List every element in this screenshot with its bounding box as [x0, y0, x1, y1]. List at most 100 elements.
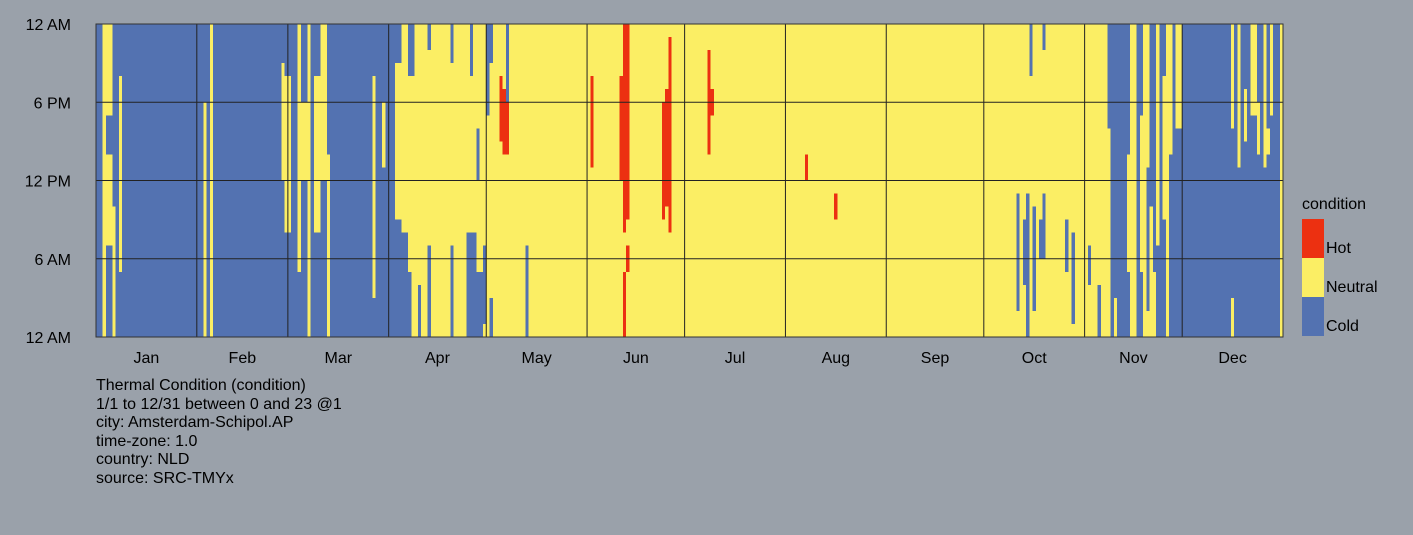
cold-cell — [1139, 24, 1144, 116]
legend-title: condition — [1302, 196, 1366, 213]
cold-cell — [1156, 245, 1160, 337]
cold-cell — [476, 128, 480, 181]
cold-cell — [1266, 154, 1270, 337]
y-tick-label: 6 AM — [35, 252, 71, 269]
cold-cell — [1107, 24, 1111, 129]
cold-cell — [382, 167, 386, 337]
chart-title: Thermal Condition (condition) — [96, 377, 306, 394]
hot-cell — [668, 37, 672, 233]
cold-cell — [1237, 167, 1241, 337]
cold-cell — [1146, 167, 1150, 311]
cold-cell — [281, 24, 285, 64]
cold-cell — [1269, 115, 1274, 337]
hot-cell — [661, 102, 666, 220]
x-tick-label: Oct — [1022, 350, 1047, 367]
chart-caption: Thermal Condition (condition) 1/1 to 12/… — [96, 377, 342, 488]
caption-country: country: NLD — [96, 451, 190, 468]
hot-cell — [590, 76, 594, 168]
y-tick-label: 12 PM — [25, 174, 71, 191]
hot-cell — [505, 102, 510, 155]
cold-cell — [427, 245, 431, 337]
cold-cell — [1266, 24, 1270, 129]
plot-border — [95, 23, 1284, 338]
cold-cell — [1162, 24, 1166, 77]
cold-cell — [395, 219, 402, 338]
x-tick-label: Mar — [324, 350, 352, 367]
cold-cell — [408, 24, 415, 77]
legend-label-hot: Hot — [1326, 240, 1351, 257]
cold-cell — [489, 24, 493, 64]
cold-cell — [1097, 284, 1101, 337]
cold-cell — [1126, 24, 1131, 155]
cold-cell — [313, 232, 321, 337]
cold-cell — [1175, 128, 1183, 337]
cold-cell — [112, 24, 116, 207]
cold-cell — [382, 24, 386, 103]
cold-cell — [505, 24, 510, 116]
cold-cell — [1243, 141, 1248, 338]
cold-cell — [395, 24, 402, 64]
cold-cell — [1042, 193, 1046, 259]
cold-cell — [1026, 193, 1030, 337]
cold-cell — [1256, 24, 1261, 103]
caption-time-zone: time-zone: 1.0 — [96, 432, 198, 450]
cold-cell — [469, 24, 474, 77]
caption-source: source: SRC-TMYx — [96, 469, 234, 487]
caption-period: 1/1 to 12/31 between 0 and 23 @1 — [96, 395, 342, 413]
y-tick-label: 6 PM — [34, 95, 71, 112]
x-tick-label: Jan — [134, 350, 160, 367]
hot-cell — [626, 24, 630, 220]
cold-cell — [300, 24, 308, 103]
x-tick-label: Dec — [1218, 350, 1246, 367]
cold-cell — [1152, 24, 1157, 272]
x-tick-label: Aug — [822, 350, 850, 367]
cold-cell — [1071, 232, 1075, 324]
cold-cell — [372, 24, 376, 77]
cold-cell — [1230, 128, 1235, 298]
legend-label-neutral: Neutral — [1326, 279, 1378, 296]
cold-cell — [105, 115, 113, 155]
cold-cell — [1016, 193, 1020, 311]
hot-cell — [499, 76, 503, 142]
x-tick-label: May — [522, 350, 552, 367]
legend: condition Hot Neutral Cold — [1302, 196, 1378, 336]
cold-cell — [297, 271, 301, 337]
hot-cell — [804, 154, 809, 181]
cold-cell — [482, 245, 487, 324]
cold-cell — [313, 24, 321, 77]
cold-cell — [1256, 154, 1261, 337]
grid-lines — [95, 23, 1284, 338]
x-axis-tick-labels: Jan Feb Mar Apr May Jun Jul Aug Sep Oct Nov Dec — [134, 350, 1247, 367]
cold-cell — [1042, 24, 1046, 51]
cold-cell — [1243, 24, 1248, 90]
cold-cell — [1149, 24, 1153, 207]
cold-cell — [427, 24, 431, 51]
cold-cell — [343, 271, 347, 337]
hot-cell — [834, 193, 838, 220]
hot-cell — [502, 89, 506, 155]
legend-swatch-cold — [1302, 297, 1324, 336]
cold-cell — [401, 232, 409, 337]
x-tick-label: Jul — [725, 350, 745, 367]
x-tick-label: Jun — [623, 350, 649, 367]
cold-cell — [1139, 271, 1144, 337]
cold-cell — [476, 271, 483, 337]
cold-cell — [1162, 219, 1166, 338]
cold-cell — [525, 245, 529, 337]
hot-cell — [622, 271, 627, 337]
cold-cell — [489, 297, 493, 338]
cold-cell — [408, 271, 412, 337]
caption-city: city: Amsterdam-Schipol.AP — [96, 414, 294, 431]
cold-cell — [203, 24, 207, 103]
x-tick-label: Feb — [229, 350, 257, 367]
cold-cell — [174, 310, 178, 337]
cold-cell — [1169, 154, 1173, 337]
cold-cell — [1263, 167, 1267, 337]
cold-cell — [271, 310, 275, 337]
x-tick-label: Apr — [425, 350, 451, 367]
hot-cell — [622, 24, 627, 233]
cold-cell — [1113, 24, 1118, 298]
legend-label-cold: Cold — [1326, 318, 1359, 335]
cold-cell — [466, 232, 477, 337]
cold-cell — [1029, 24, 1033, 77]
